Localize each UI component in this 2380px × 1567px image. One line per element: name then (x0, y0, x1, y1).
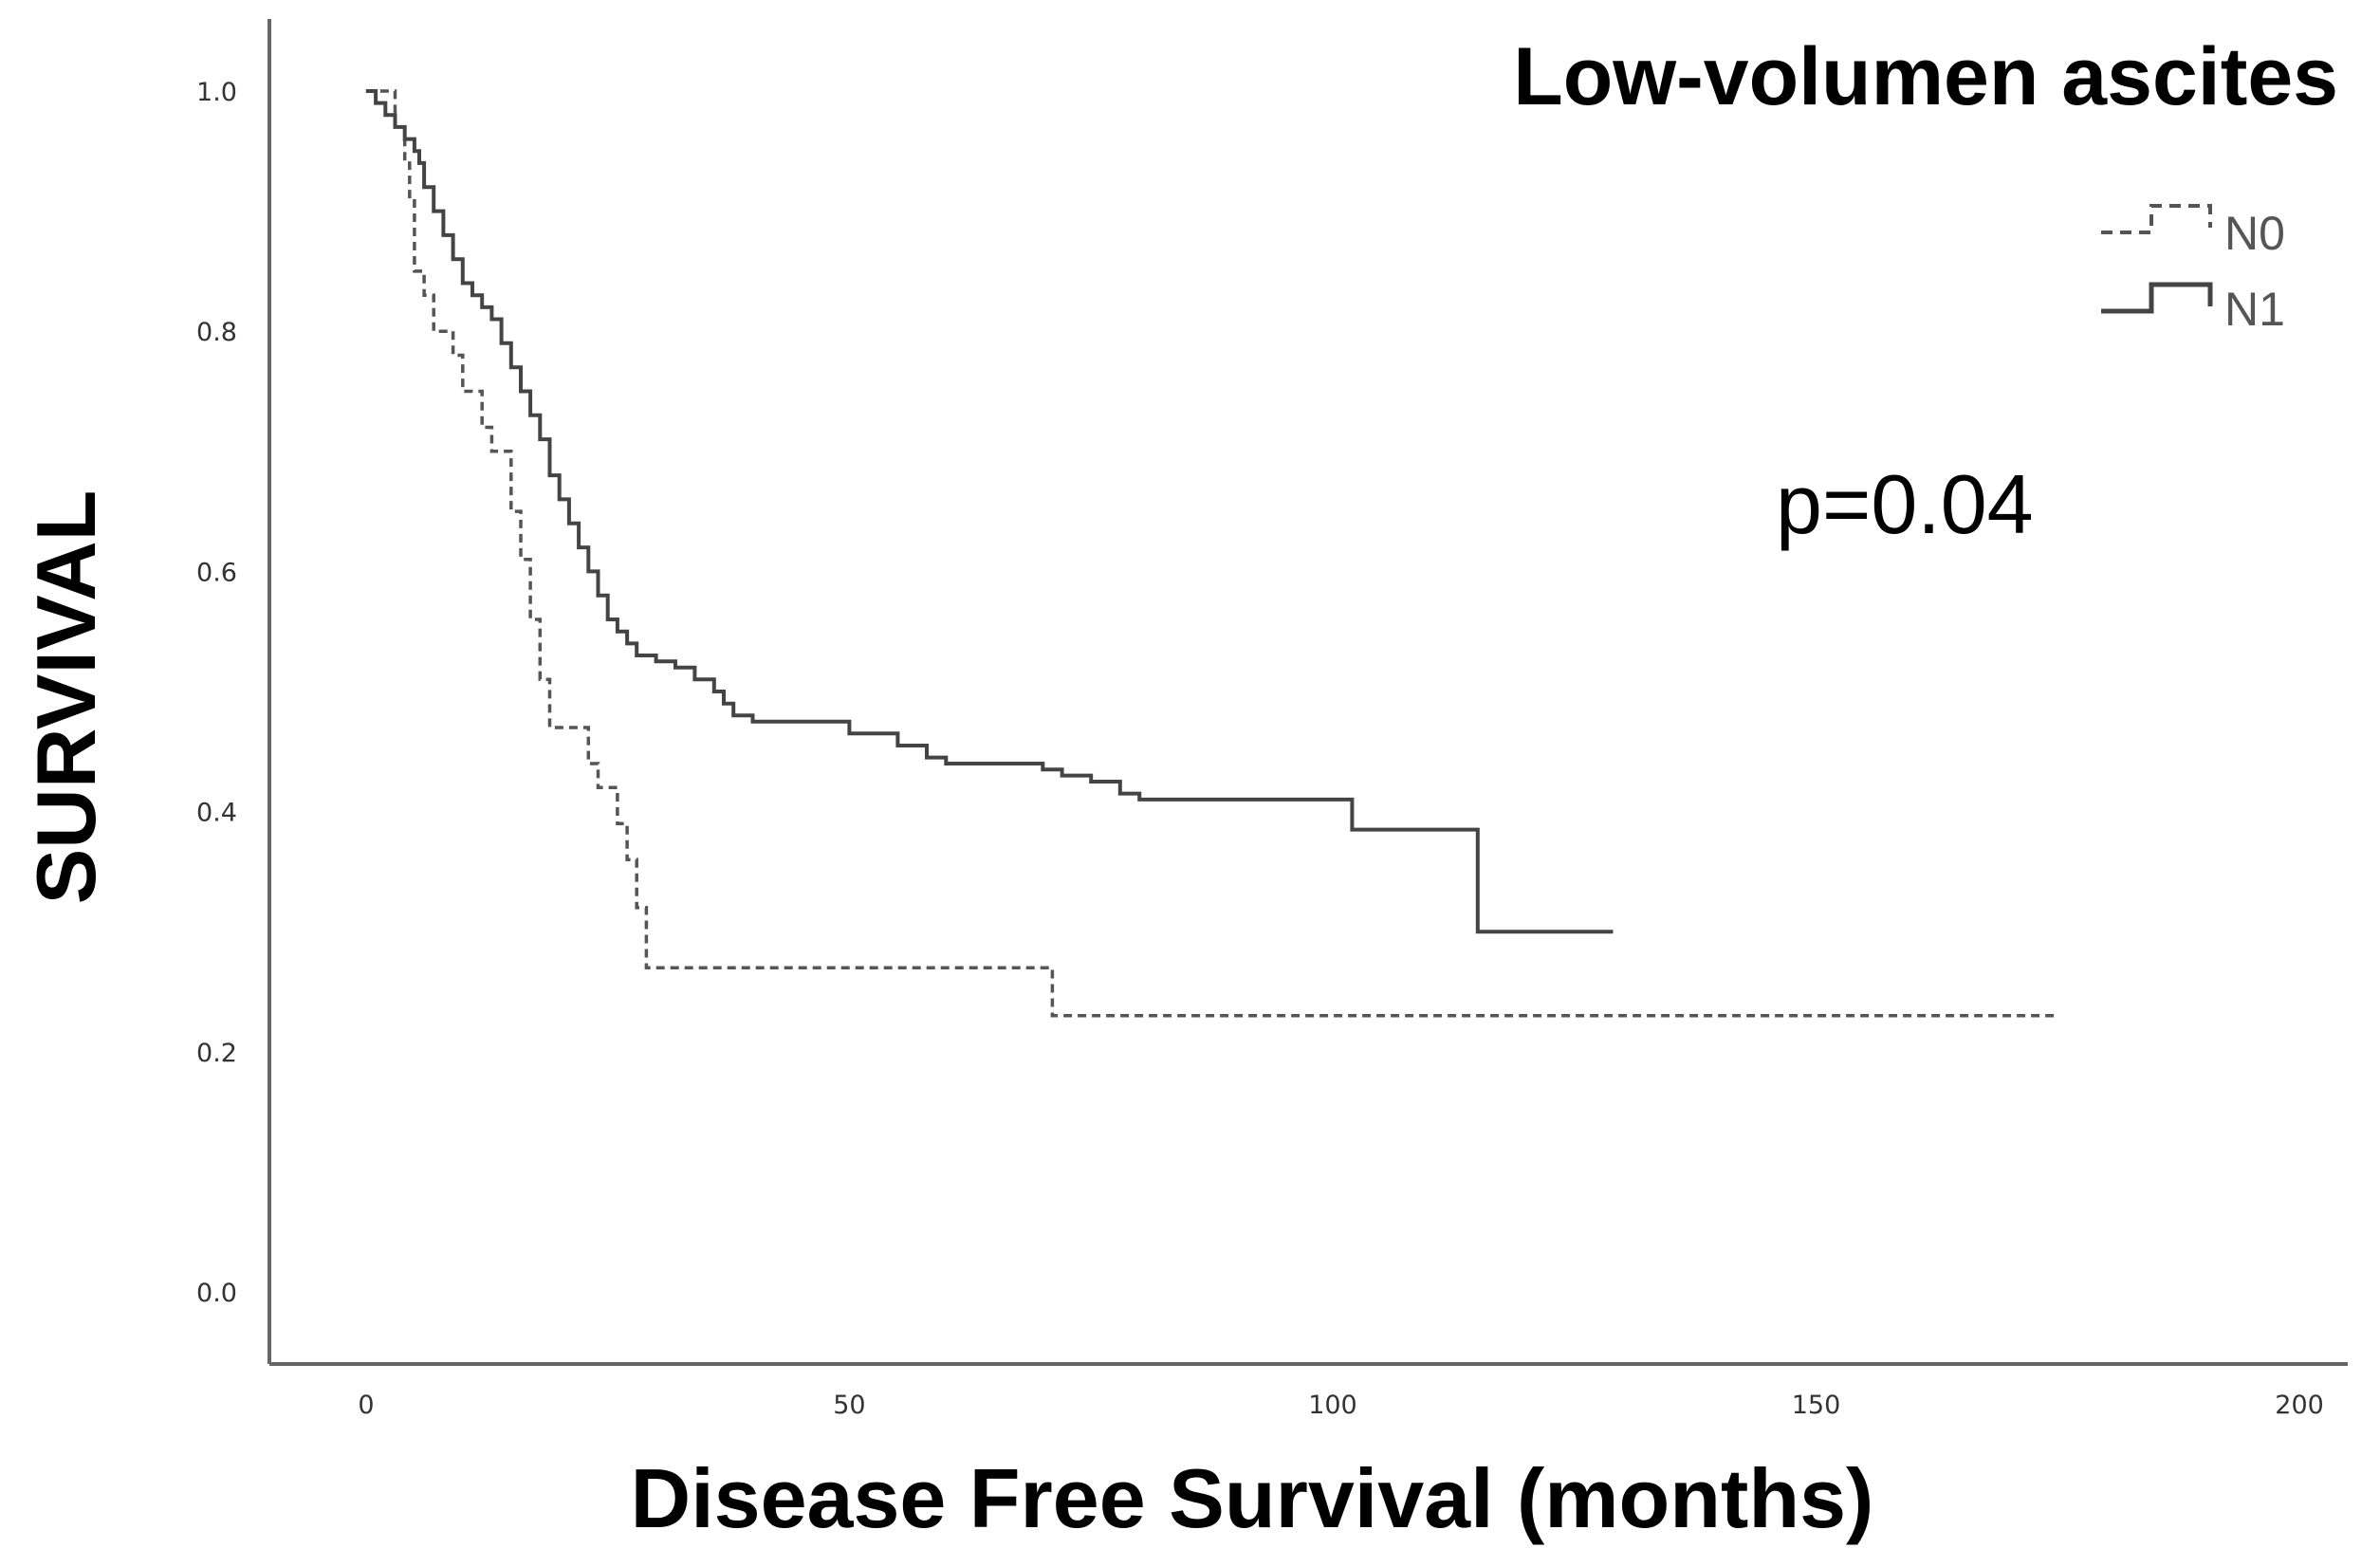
p-value-annotation: p=0.04 (1776, 457, 2034, 551)
series-line-n0 (365, 89, 2058, 1018)
y-tick-label: 0.2 (196, 1039, 237, 1068)
y-tick-labels: 0.0 0.2 0.4 0.6 0.8 1.0 (196, 78, 237, 1308)
chart-axes (268, 19, 2348, 1366)
x-tick-label: 150 (1792, 1391, 1841, 1420)
y-axis-label: SURVIVAL (19, 490, 113, 905)
y-tick-label: 0.4 (196, 799, 237, 828)
y-tick-label: 0.6 (196, 558, 237, 587)
x-tick-label: 200 (2275, 1391, 2324, 1420)
series-line-n1 (365, 89, 1614, 934)
legend: N0 N1 (2101, 204, 2285, 336)
x-axis-label: Disease Free Survival (months) (631, 1451, 1874, 1545)
chart-title: Low-volumen ascites (1513, 31, 2338, 122)
y-tick-label: 0.0 (196, 1279, 237, 1308)
x-tick-labels: 0 50 100 150 200 (358, 1391, 2324, 1420)
legend-n0-label: N0 (2224, 207, 2285, 260)
legend-n1-swatch (2101, 282, 2213, 314)
survival-curves (365, 89, 2058, 1018)
y-tick-label: 1.0 (196, 78, 237, 107)
x-tick-label: 0 (358, 1391, 374, 1420)
legend-n1-label: N1 (2224, 283, 2285, 336)
y-tick-label: 0.8 (196, 318, 237, 347)
legend-n0-swatch (2101, 204, 2212, 234)
x-tick-label: 50 (833, 1391, 865, 1420)
x-tick-label: 100 (1308, 1391, 1357, 1420)
